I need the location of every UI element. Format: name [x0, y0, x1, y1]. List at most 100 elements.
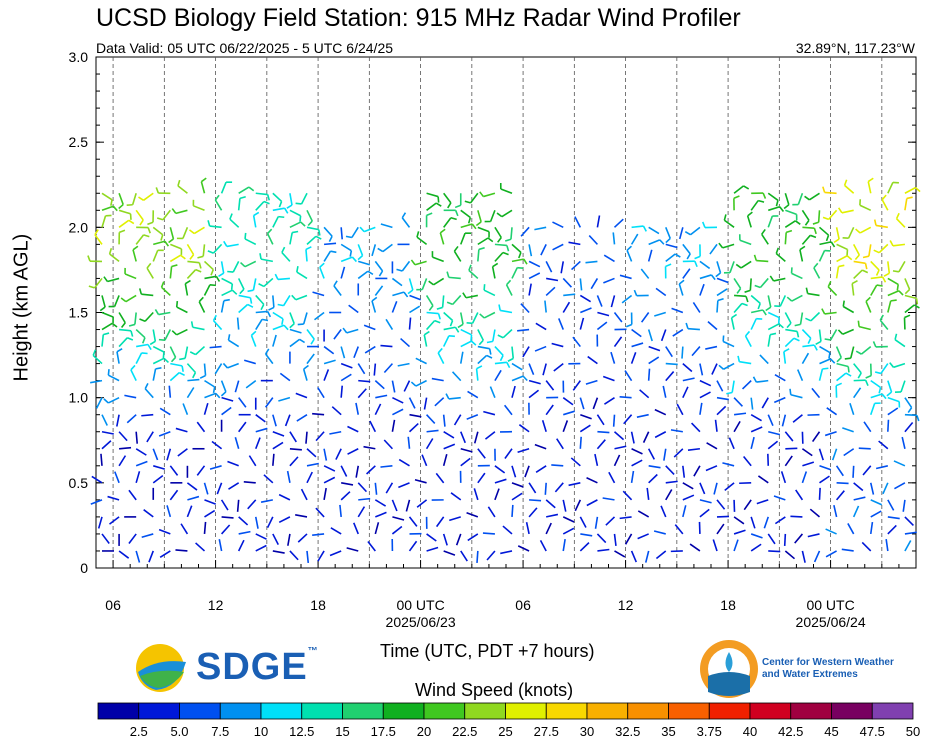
wind-barb [220, 380, 227, 393]
wind-barb-flag [674, 253, 681, 258]
wind-barb [511, 482, 524, 488]
wind-barb [221, 406, 232, 416]
y-tick-label: 0.5 [69, 475, 89, 491]
wind-barb [340, 385, 344, 398]
wind-barb [887, 419, 890, 432]
wind-barb-flag [892, 270, 900, 273]
wind-barb-flag [496, 212, 503, 218]
wind-barb [118, 550, 130, 559]
wind-barb-flag [845, 372, 852, 377]
wind-barb-flag [259, 253, 262, 260]
wind-barb [597, 311, 610, 317]
wind-barb [398, 458, 410, 467]
wind-barb-flag [88, 285, 95, 289]
wind-barb [631, 225, 644, 229]
wind-barb [869, 521, 874, 535]
wind-barb-flag [804, 219, 810, 226]
wind-barb-flag [898, 290, 904, 296]
wind-barb-flag [467, 217, 472, 224]
wind-barb [596, 533, 607, 544]
wind-barb [554, 482, 564, 493]
wind-barb [340, 465, 348, 477]
wind-barb [135, 352, 143, 364]
wind-barb [169, 465, 179, 476]
wind-barb [642, 431, 650, 443]
wind-barb [904, 278, 911, 290]
wind-barb-flag [396, 268, 403, 272]
wind-barb [801, 328, 812, 339]
wind-barb [511, 267, 518, 279]
wind-barb [648, 356, 660, 365]
wind-barb [819, 465, 832, 471]
wind-barb-flag [199, 374, 206, 379]
wind-barb-flag [218, 272, 225, 278]
wind-barb [135, 460, 148, 467]
wind-barb [289, 209, 301, 217]
wind-barb-flag [762, 192, 767, 199]
wind-barb [203, 363, 207, 376]
wind-barb [131, 193, 137, 205]
wind-barb [186, 387, 195, 399]
wind-barb [784, 455, 793, 467]
wind-barb [255, 437, 261, 450]
wind-barb-flag [263, 200, 270, 205]
x-tick-label: 12 [208, 597, 224, 613]
wind-barb [893, 460, 906, 467]
wind-barb [887, 524, 897, 535]
wind-barb-flag [904, 314, 911, 319]
wind-barb [329, 550, 342, 557]
wind-barb-flag [207, 250, 214, 254]
wind-barb [562, 277, 573, 288]
wind-barb [494, 243, 507, 247]
wind-barb-flag [253, 211, 260, 217]
wind-barb [870, 499, 883, 506]
wind-barb [759, 354, 769, 365]
wind-barb-flag [793, 337, 800, 342]
colorbar-swatch [505, 702, 547, 720]
wind-barb [391, 525, 403, 535]
wind-barb [671, 307, 684, 314]
wind-barb [831, 448, 838, 461]
wind-barb [278, 493, 291, 501]
wind-barb [801, 471, 808, 484]
wind-barb [733, 516, 745, 525]
wind-barb [714, 419, 718, 432]
wind-barb-flag [726, 391, 733, 395]
wind-barb [878, 243, 889, 254]
wind-barb [135, 328, 146, 339]
wind-barb [750, 516, 756, 529]
wind-barb [357, 506, 366, 518]
wind-barb [662, 385, 667, 398]
wind-barb [699, 274, 712, 280]
wind-barb-flag [783, 348, 790, 353]
wind-barb-flag [111, 322, 118, 328]
wind-barb-flag [883, 272, 890, 277]
wind-barb [689, 226, 701, 236]
wind-barb-flag [103, 332, 110, 336]
wind-barb [511, 465, 517, 478]
wind-barb [212, 243, 223, 254]
wind-barb [904, 294, 917, 300]
wind-barb [562, 538, 566, 552]
wind-barb [152, 329, 157, 342]
colorbar-label: 7.5 [211, 724, 229, 739]
wind-barb [665, 465, 675, 475]
wind-barb [125, 294, 137, 303]
wind-barb [483, 192, 496, 198]
wind-barb [630, 352, 637, 364]
wind-barb [842, 427, 854, 433]
wind-barb-flag [215, 392, 221, 399]
wind-barb [305, 249, 308, 262]
colorbar-swatch [627, 702, 669, 720]
wind-barb-flag [410, 381, 417, 387]
wind-barb [570, 457, 581, 467]
colorbar-title: Wind Speed (knots) [415, 680, 574, 700]
wind-barb-flag [783, 204, 790, 210]
wind-barb-flag [231, 289, 238, 295]
wind-barb [323, 345, 335, 355]
wind-barb [193, 205, 205, 212]
wind-barb-flag [744, 330, 751, 337]
wind-barb [773, 277, 786, 282]
wind-barb-flag [266, 194, 271, 201]
